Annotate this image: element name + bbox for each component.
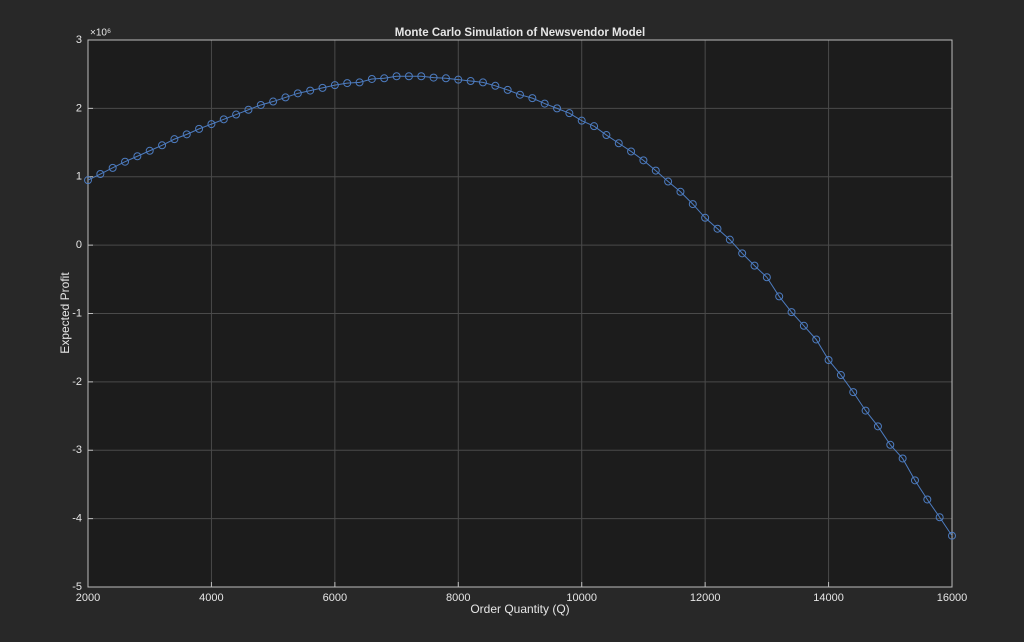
y-tick-label: 2	[76, 102, 82, 114]
data-marker	[948, 531, 956, 540]
data-marker	[491, 81, 500, 90]
data-marker	[725, 235, 734, 244]
data-marker	[898, 454, 907, 463]
y-exponent: ×10⁶	[90, 28, 111, 39]
y-tick-label: 0	[76, 239, 82, 251]
data-marker	[923, 495, 932, 504]
data-marker	[602, 131, 611, 140]
y-tick-label: 1	[76, 171, 82, 183]
data-marker	[750, 261, 759, 270]
data-marker	[269, 97, 278, 106]
data-marker	[318, 83, 327, 92]
x-tick-label: 8000	[446, 592, 470, 604]
data-marker	[417, 72, 426, 81]
y-axis-label: Expected Profit	[58, 272, 72, 354]
data-marker	[701, 213, 710, 222]
y-tick-label: -5	[72, 581, 82, 593]
data-marker	[454, 75, 463, 84]
data-marker	[182, 130, 191, 139]
x-tick-label: 10000	[566, 592, 597, 604]
data-marker	[614, 139, 623, 148]
x-tick-label: 2000	[76, 592, 100, 604]
data-marker	[306, 86, 315, 95]
plot-frame	[87, 39, 953, 588]
data-marker	[590, 122, 599, 131]
data-marker	[367, 74, 376, 83]
data-marker	[873, 422, 882, 431]
data-marker	[232, 110, 241, 119]
data-marker	[836, 371, 845, 380]
data-marker	[503, 85, 512, 94]
data-marker	[466, 77, 475, 86]
data-marker	[565, 109, 574, 118]
data-marker	[343, 79, 352, 88]
data-marker	[133, 152, 142, 161]
data-marker	[528, 94, 537, 103]
data-marker	[577, 116, 586, 125]
data-marker	[664, 177, 673, 186]
data-marker	[849, 388, 858, 397]
data-marker	[713, 224, 722, 233]
data-marker	[861, 406, 870, 415]
data-marker	[256, 100, 265, 109]
data-marker	[627, 147, 636, 156]
data-marker	[775, 292, 784, 301]
data-marker	[478, 78, 487, 87]
data-marker	[158, 141, 167, 150]
x-tick-label: 6000	[323, 592, 347, 604]
data-marker	[84, 176, 92, 185]
data-marker	[330, 81, 339, 90]
data-marker	[799, 321, 808, 330]
data-marker	[96, 170, 105, 179]
data-marker	[516, 90, 524, 99]
data-marker	[219, 115, 228, 124]
data-marker	[404, 72, 413, 81]
y-tick-label: -3	[72, 444, 82, 456]
chart-title: Monte Carlo Simulation of Newsvendor Mod…	[395, 27, 645, 39]
data-marker	[738, 249, 747, 258]
data-marker	[195, 124, 204, 133]
data-marker	[910, 476, 919, 485]
data-marker	[553, 104, 562, 113]
data-marker	[787, 308, 796, 317]
data-marker	[812, 335, 821, 344]
x-tick-label: 16000	[937, 592, 968, 604]
y-tick-label: -2	[72, 376, 82, 388]
data-marker	[121, 157, 130, 166]
x-tick-label: 14000	[813, 592, 844, 604]
data-marker	[392, 72, 401, 81]
x-tick-label: 12000	[690, 592, 721, 604]
data-marker	[429, 73, 438, 82]
data-marker	[108, 163, 117, 172]
data-marker	[540, 99, 549, 108]
data-marker	[676, 187, 685, 196]
x-axis-label: Order Quantity (Q)	[470, 602, 569, 616]
data-marker	[380, 74, 389, 83]
data-marker	[886, 440, 895, 449]
data-marker	[355, 78, 364, 87]
data-line	[87, 75, 953, 536]
data-marker	[244, 105, 253, 114]
data-marker	[824, 355, 833, 364]
data-marker	[762, 273, 771, 282]
data-marker	[639, 156, 648, 165]
y-tick-label: 3	[76, 34, 82, 46]
data-marker	[935, 513, 944, 522]
x-tick-label: 4000	[199, 592, 223, 604]
y-tick-label: -1	[72, 307, 82, 319]
data-marker	[145, 146, 154, 155]
data-marker	[293, 89, 302, 98]
data-marker	[207, 120, 216, 129]
data-marker	[441, 74, 450, 83]
data-marker	[651, 166, 660, 175]
data-marker	[170, 135, 179, 144]
data-marker	[281, 93, 290, 102]
data-marker	[688, 200, 697, 209]
y-tick-label: -4	[72, 513, 82, 525]
